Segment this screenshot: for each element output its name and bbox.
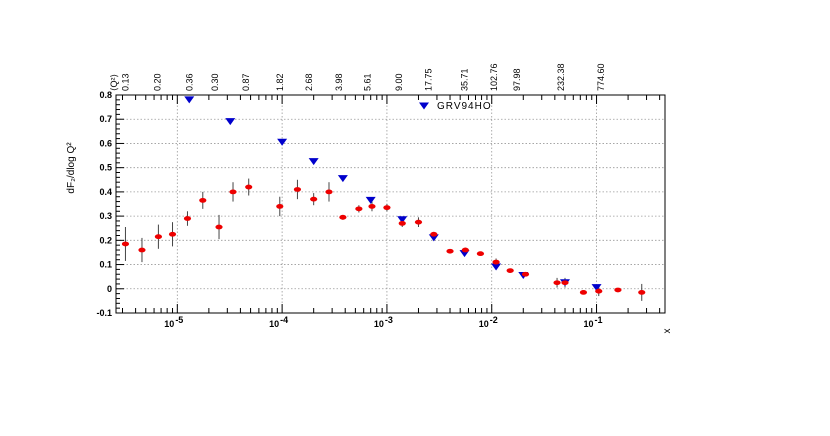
x-tick-label: 10 bbox=[479, 319, 489, 329]
x-axis-title: x bbox=[662, 329, 673, 334]
data-point-measurement bbox=[461, 247, 469, 253]
top-axis-tick-label: 0.20 bbox=[153, 73, 163, 91]
data-point-measurement bbox=[245, 184, 253, 190]
x-tick-label-exponent: -4 bbox=[280, 315, 288, 325]
top-axis-tick-label: 9.00 bbox=[394, 73, 404, 91]
x-tick-label-exponent: -5 bbox=[175, 315, 183, 325]
legend-label: GRV94HO bbox=[437, 101, 492, 112]
top-axis-tick-label: 102.76 bbox=[489, 63, 499, 91]
data-point-measurement bbox=[638, 290, 646, 295]
data-point-measurement bbox=[553, 280, 561, 286]
data-point-measurement bbox=[339, 214, 347, 220]
x-tick-label: 10 bbox=[269, 319, 279, 329]
data-point-measurement bbox=[368, 204, 376, 209]
x-axis-ticks: 10 -5 10 -4 10 -3 10 -2 10 -1 bbox=[122, 95, 661, 329]
top-axis-tick-label: 3.98 bbox=[334, 73, 344, 91]
y-tick-label: 0.2 bbox=[99, 235, 112, 245]
data-point-measurement bbox=[199, 197, 207, 203]
grid-layer bbox=[116, 95, 665, 313]
data-point-measurement bbox=[138, 247, 146, 253]
data-point-measurement bbox=[325, 189, 333, 195]
data-point-measurement bbox=[506, 268, 514, 274]
top-axis-tick-label: 17.75 bbox=[424, 68, 434, 91]
data-point-grv94ho bbox=[491, 263, 502, 271]
data-point-measurement bbox=[310, 196, 318, 202]
top-axis-tick-label: 35.71 bbox=[460, 68, 470, 91]
top-axis-tick-label: 97.98 bbox=[512, 68, 522, 91]
top-axis-tick-label: 0.36 bbox=[184, 73, 194, 91]
y-tick-label: 0.3 bbox=[99, 211, 112, 221]
legend-marker-triangle-icon bbox=[419, 102, 429, 110]
top-axis-labels: 0.13 0.20 0.36 0.30 0.87 1.82 2.68 3.98 5.61 9.00… bbox=[120, 63, 605, 91]
top-axis-tick-label: 5.61 bbox=[362, 73, 372, 91]
data-point-grv94ho bbox=[428, 234, 439, 242]
top-axis-tick-label: 0.87 bbox=[241, 73, 251, 91]
top-axis-tick-label: 774.60 bbox=[596, 63, 606, 91]
top-axis-tick-label: 0.30 bbox=[210, 73, 220, 91]
y-tick-label: 0.7 bbox=[99, 114, 112, 124]
data-point-grv94ho bbox=[365, 196, 376, 204]
data-point-grv94ho bbox=[308, 158, 319, 166]
data-point-measurement bbox=[579, 290, 588, 295]
plot-frame bbox=[115, 94, 666, 314]
top-axis-title: ⟨Q²⟩ bbox=[109, 74, 119, 91]
y-tick-label: 0.8 bbox=[99, 90, 112, 100]
data-point-measurement bbox=[229, 189, 237, 195]
data-point-measurement bbox=[183, 216, 192, 221]
top-axis-tick-label: 1.82 bbox=[275, 73, 285, 91]
y-tick-label: 0.1 bbox=[99, 260, 112, 270]
data-point-grv94ho bbox=[277, 138, 288, 146]
top-axis-tick-label: 2.68 bbox=[304, 73, 314, 91]
data-point-measurement bbox=[492, 259, 500, 265]
y-tick-label: 0.6 bbox=[99, 138, 112, 148]
data-point-measurement bbox=[476, 251, 485, 257]
data-point-measurement bbox=[398, 220, 406, 226]
data-point-measurement bbox=[121, 241, 130, 247]
y-tick-label: -0.1 bbox=[96, 308, 112, 318]
data-point-measurement bbox=[595, 288, 603, 294]
data-point-measurement bbox=[561, 280, 569, 286]
data-point-measurement bbox=[293, 187, 302, 192]
data-point-grv94ho bbox=[591, 284, 602, 292]
data-point-measurement bbox=[521, 271, 530, 277]
data-point-grv94ho bbox=[337, 175, 348, 183]
y-tick-label: 0.5 bbox=[99, 163, 112, 173]
y-tick-label: 0.4 bbox=[99, 187, 112, 197]
data-point-measurement bbox=[355, 206, 363, 212]
data-points bbox=[121, 96, 646, 295]
data-point-measurement bbox=[414, 219, 423, 225]
data-point-measurement bbox=[276, 204, 284, 209]
y-axis-title: dF₂/dlog Q² bbox=[66, 142, 77, 194]
data-point-measurement bbox=[430, 231, 438, 237]
data-point-measurement bbox=[446, 248, 454, 254]
data-point-measurement bbox=[154, 234, 163, 240]
x-tick-label-exponent: -2 bbox=[490, 315, 498, 325]
x-tick-label: 10 bbox=[584, 319, 594, 329]
top-axis-tick-label: 232.38 bbox=[556, 63, 566, 91]
x-tick-label-exponent: -3 bbox=[385, 315, 393, 325]
data-point-measurement bbox=[614, 287, 622, 293]
data-point-grv94ho bbox=[184, 96, 195, 104]
data-point-measurement bbox=[215, 224, 223, 230]
data-point-grv94ho bbox=[225, 118, 236, 126]
x-tick-label: 10 bbox=[374, 319, 384, 329]
top-axis-tick-label: 0.13 bbox=[120, 73, 130, 91]
y-axis-ticks: -0.1 0 0.1 0.2 0.3 0.4 0.5 0.6 0.7 0.8 bbox=[96, 90, 124, 318]
data-point-measurement bbox=[383, 205, 391, 211]
data-point-measurement bbox=[168, 231, 177, 237]
legend: GRV94HO bbox=[419, 101, 492, 112]
x-tick-label: 10 bbox=[164, 319, 174, 329]
data-point-grv94ho bbox=[397, 216, 408, 224]
y-tick-label: 0 bbox=[107, 284, 112, 294]
x-tick-label-exponent: -1 bbox=[595, 315, 603, 325]
